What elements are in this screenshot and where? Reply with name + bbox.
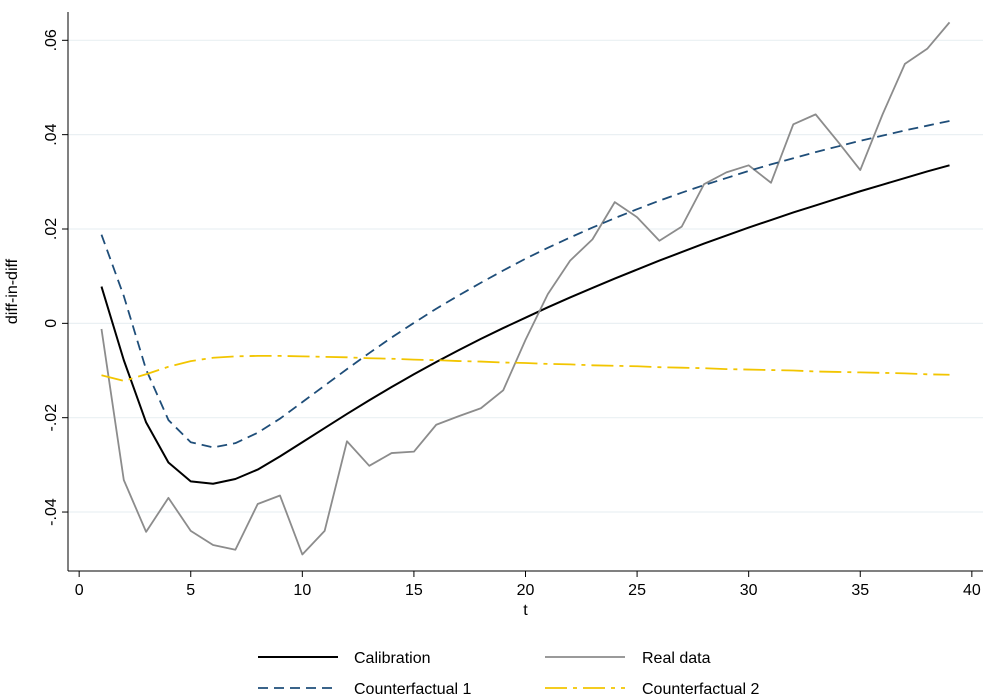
x-tick-label: 20	[517, 582, 535, 599]
x-tick-label: 30	[740, 582, 758, 599]
series-line-counterfactual-2	[101, 354, 950, 382]
x-tick-label: 15	[405, 582, 423, 599]
y-tick-label: .06	[43, 29, 60, 51]
x-tick-label: 25	[628, 582, 646, 599]
legend-label: Counterfactual 1	[354, 681, 472, 697]
y-tick-label: -.04	[43, 498, 60, 526]
series-line-calibration	[100, 164, 950, 485]
y-tick-label: -.02	[43, 404, 60, 432]
x-tick-label: 0	[75, 582, 84, 599]
y-tick-label: 0	[43, 319, 60, 328]
series-line-real-data	[100, 21, 951, 556]
legend-label: Counterfactual 2	[642, 681, 760, 697]
legend-label: Calibration	[354, 650, 430, 667]
legend-label: Real data	[642, 650, 711, 667]
x-tick-label: 10	[293, 582, 311, 599]
x-tick-label: 40	[963, 582, 981, 599]
series-lines	[100, 21, 951, 556]
gridlines	[68, 39, 983, 513]
x-axis-title: t	[523, 602, 528, 619]
y-tick-label: .04	[43, 123, 60, 145]
axes: -.04 -.02 0 .02 .04 .06 0 5 10 15 20 25 30 35 40	[43, 12, 983, 599]
legend: Calibration Real data Counterfactual 1 Coun…	[258, 650, 760, 697]
x-tick-label: 5	[186, 582, 195, 599]
x-tick-label: 35	[851, 582, 869, 599]
series-line-counterfactual-1	[100, 120, 950, 449]
y-axis-title: diff-in-diff	[4, 258, 21, 324]
y-tick-label: .02	[43, 218, 60, 240]
